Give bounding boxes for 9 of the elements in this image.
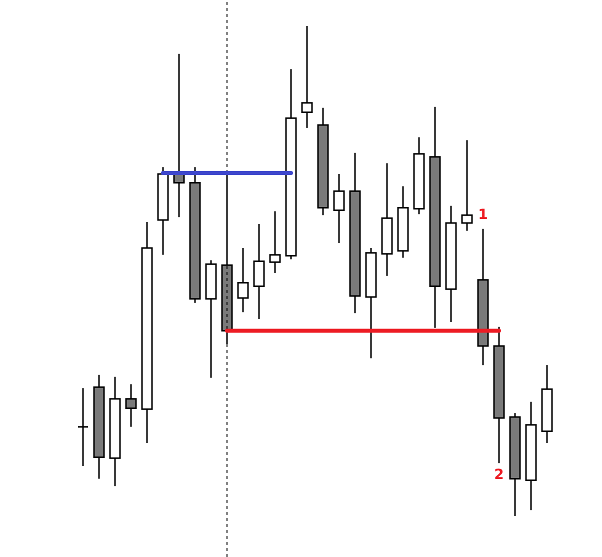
candlestick <box>333 173 345 244</box>
candlestick <box>237 247 249 313</box>
candlestick <box>125 383 137 428</box>
annotation: 1 <box>478 207 488 224</box>
candlestick <box>461 139 473 232</box>
candlestick <box>269 210 281 274</box>
candlestick <box>77 387 89 467</box>
candlestick <box>301 25 313 129</box>
annotation: 2 <box>494 466 504 483</box>
